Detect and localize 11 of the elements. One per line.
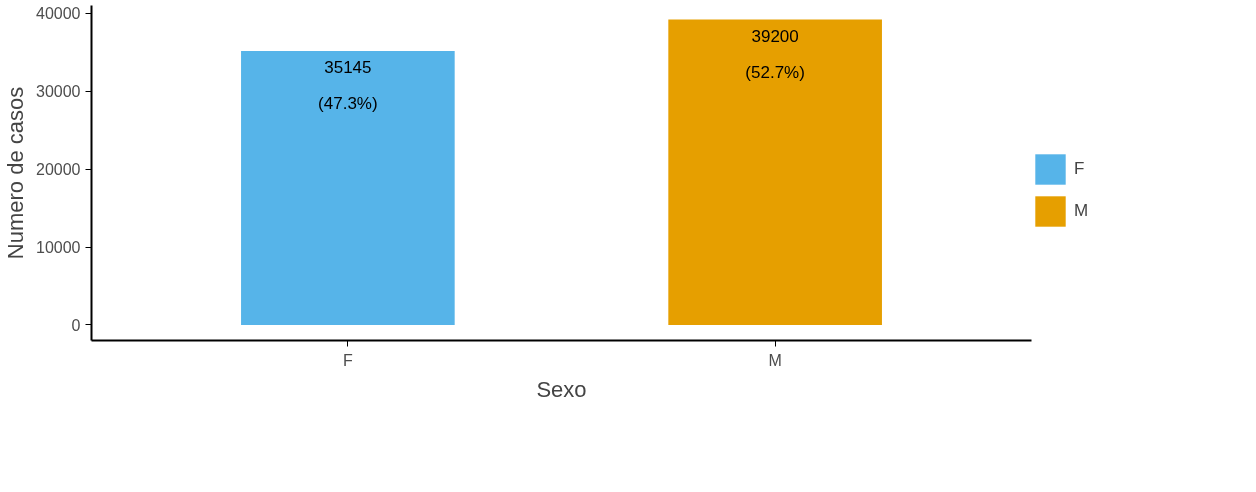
- data-label: 39200 (52.7%): [745, 26, 805, 82]
- legend-label: F: [1074, 159, 1086, 179]
- data-label: 35145 (47.3%): [318, 58, 378, 114]
- y-tick-label: 0: [71, 316, 81, 334]
- y-tick-label: 40000: [36, 5, 81, 23]
- legend-label: M: [1074, 201, 1090, 221]
- y-axis-title: Numero de casos: [3, 86, 29, 260]
- x-axis-title: Sexo: [536, 376, 587, 402]
- y-tick-label: 20000: [36, 161, 81, 179]
- y-tick-label: 10000: [36, 239, 81, 257]
- y-tick-label: 30000: [36, 83, 81, 101]
